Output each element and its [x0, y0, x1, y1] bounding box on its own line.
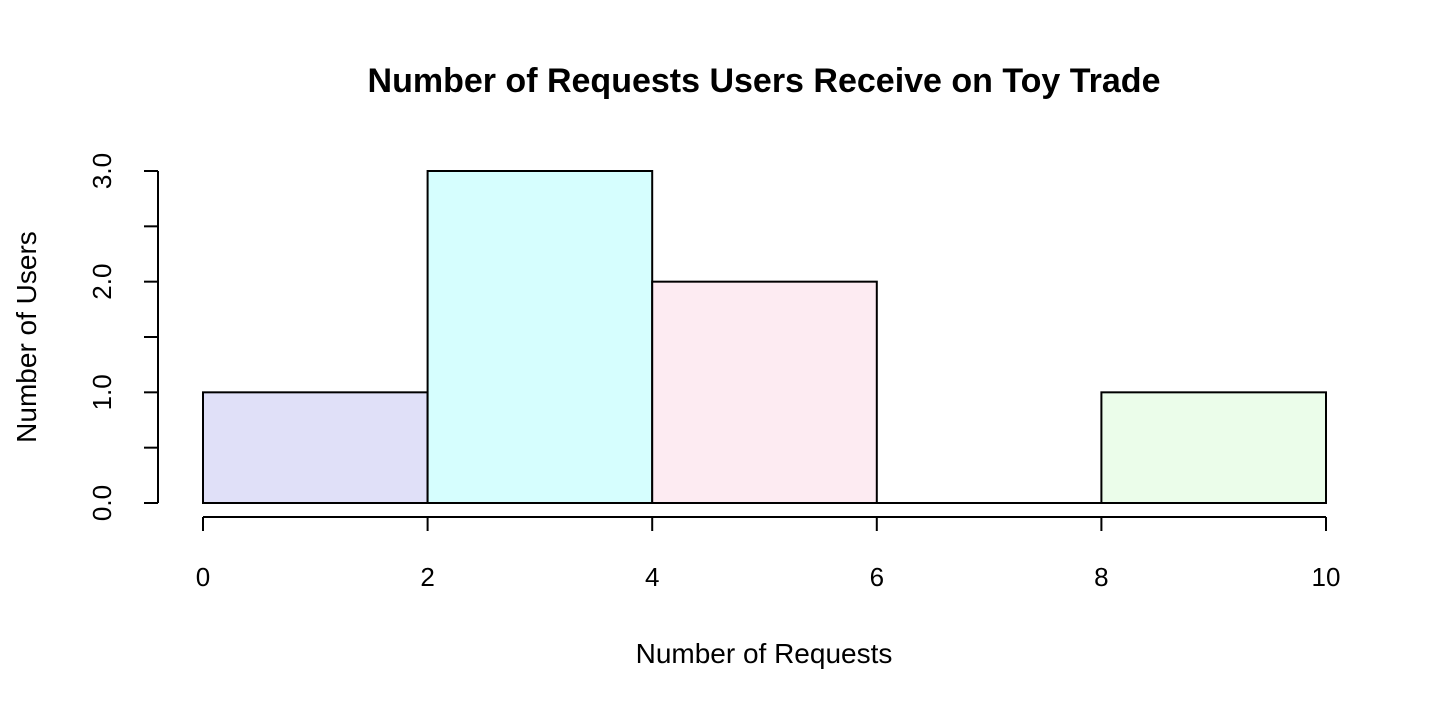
x-tick-label: 2	[420, 562, 434, 592]
y-axis-label: Number of Users	[11, 231, 42, 443]
x-tick-label: 6	[870, 562, 884, 592]
x-axis: 0 2 4 6 8 10	[196, 516, 1341, 592]
histogram-bar-0-2	[202, 391, 429, 505]
bars-group	[202, 170, 1328, 505]
y-tick-label: 0.0	[87, 485, 117, 521]
chart-title: Number of Requests Users Receive on Toy …	[368, 62, 1161, 100]
x-axis-label: Number of Requests	[636, 638, 893, 669]
x-tick-label: 0	[196, 562, 210, 592]
y-axis: 0.0 1.0 2.0 3.0	[87, 153, 159, 521]
histogram-bar-4-6	[651, 280, 878, 504]
x-tick-label: 8	[1094, 562, 1108, 592]
x-tick-label: 10	[1312, 562, 1341, 592]
y-tick-label: 1.0	[87, 374, 117, 410]
x-tick-label: 4	[645, 562, 659, 592]
y-tick-label: 2.0	[87, 264, 117, 300]
histogram-bar-2-4	[426, 170, 654, 504]
histogram-bar-8-10	[1100, 391, 1328, 505]
y-tick-label: 3.0	[87, 153, 117, 189]
